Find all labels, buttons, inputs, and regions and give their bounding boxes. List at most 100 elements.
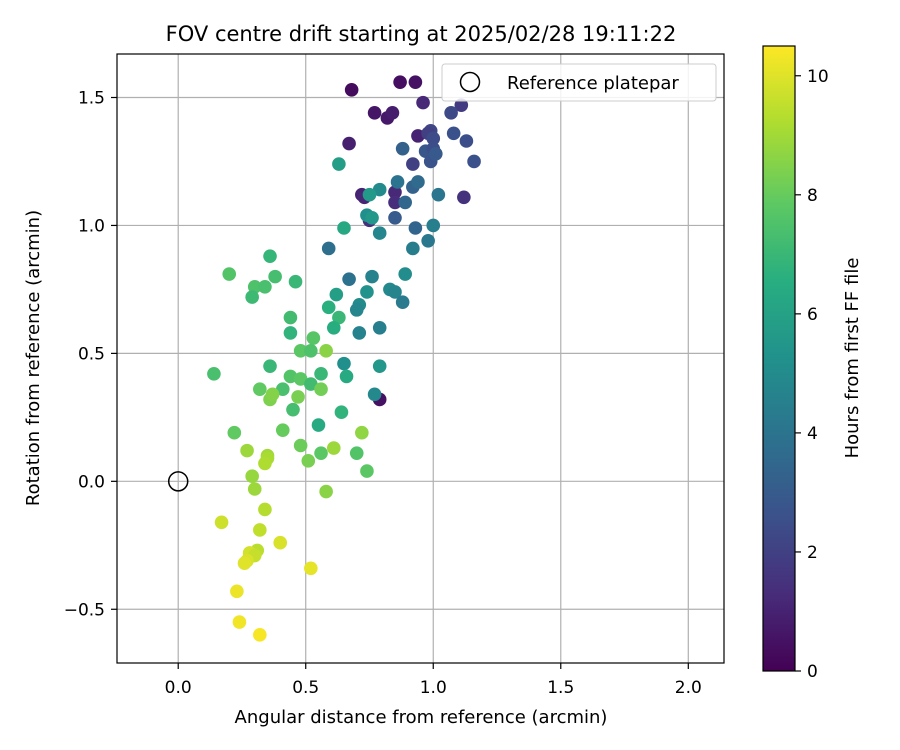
data-point [237,556,252,571]
data-point [398,195,412,210]
data-point [293,344,308,358]
data-point [365,210,379,225]
colorbar [762,45,796,672]
data-point [321,241,336,256]
gridlines [117,54,724,663]
x-axis-ticks: 0.0 0.5 1.0 1.5 2.0 [165,663,702,698]
data-point [314,382,328,397]
data-point [421,233,435,248]
data-point [288,274,303,289]
y-axis-label: Rotation from reference (arcmin) [23,210,44,506]
y-axis-ticks: −0.5 0.0 0.5 1.0 1.5 [64,89,117,620]
data-points [207,75,481,642]
data-point [372,182,387,197]
data-point [344,83,359,97]
data-point [232,615,247,629]
x-tick-label: 0.0 [165,678,192,698]
data-point [286,402,300,417]
data-point [431,187,446,202]
data-point [365,269,379,284]
data-point [395,141,410,156]
data-point [390,175,405,189]
data-point [367,106,382,120]
y-tick-label: 1.5 [78,89,105,109]
legend: Reference platepar [441,63,717,102]
data-point [406,241,420,256]
data-point [319,484,333,499]
data-point [263,249,277,263]
data-point [253,523,267,537]
data-point [321,300,336,315]
data-point [372,359,387,373]
data-point [398,267,412,281]
data-point [207,367,221,381]
data-point [230,584,244,599]
plot-frame [116,53,725,664]
data-point [459,134,474,148]
data-point [326,320,341,335]
colorbar-tick-label: 8 [807,186,818,206]
data-point [395,295,410,310]
data-point [311,418,326,432]
data-point [388,210,402,225]
data-point [360,285,374,299]
data-point [454,98,469,112]
data-point [339,369,354,384]
y-tick-label: 1.0 [78,216,105,236]
colorbar-tick-label: 0 [807,662,818,682]
data-point [329,287,344,302]
y-tick-label: −0.5 [64,600,105,620]
colorbar-tick-label: 6 [807,305,818,325]
reference-marker [167,471,189,492]
legend-marker [459,71,481,93]
data-point [352,326,367,340]
data-point [411,129,425,143]
data-point [258,280,272,294]
data-point [293,372,308,386]
data-point [326,441,341,455]
x-tick-label: 1.5 [547,678,574,698]
data-point [314,367,328,381]
data-point [388,285,402,299]
data-point [349,446,364,460]
data-point [258,456,272,471]
data-point [416,95,430,110]
data-point [293,438,308,453]
data-point [319,344,333,358]
data-point [283,369,298,384]
data-point [337,356,351,371]
data-point [258,502,272,517]
data-point [275,382,290,397]
x-tick-label: 2.0 [675,678,702,698]
y-tick-label: 0.5 [78,344,105,364]
data-point [408,75,423,89]
data-point [222,267,237,281]
colorbar-tick-label: 4 [807,424,818,444]
data-point [355,425,369,440]
data-point [306,331,321,345]
data-point [372,320,387,335]
data-point [349,303,364,317]
data-point [227,425,242,440]
data-point [444,106,458,120]
legend-label: Reference platepar [507,73,679,94]
data-point [265,387,280,402]
data-point [332,310,346,325]
data-point [214,515,229,530]
data-point [467,154,481,169]
legend-box [441,63,717,102]
data-point [342,272,356,286]
data-point [253,628,267,642]
data-point [360,464,374,478]
data-point [429,146,443,161]
colorbar-ticks: 0 2 4 6 8 10 [795,67,829,682]
data-point [334,405,349,420]
data-point [304,377,318,391]
data-point [388,185,402,199]
data-point [388,195,402,210]
x-axis-label: Angular distance from reference (arcmin) [235,707,608,728]
y-tick-label: 0.0 [78,472,105,492]
x-tick-label: 1.0 [420,678,447,698]
data-point [275,423,290,437]
colorbar-label: Hours from first FF file [842,258,863,459]
